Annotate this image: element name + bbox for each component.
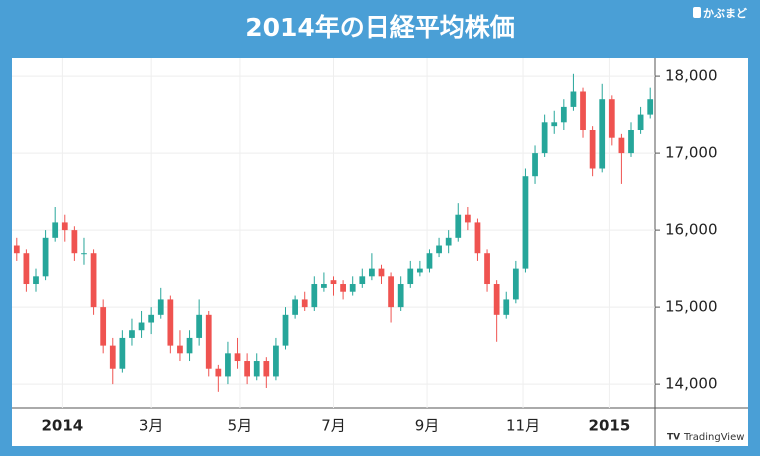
candle-body — [541, 122, 548, 154]
candle-body — [589, 130, 596, 169]
candle-body — [416, 268, 423, 273]
candle-body — [436, 245, 442, 254]
source-icon: TV — [667, 433, 680, 443]
candle-body — [580, 91, 586, 131]
candle-body — [311, 284, 318, 308]
candle-body — [349, 284, 356, 292]
candle-body — [253, 361, 260, 377]
candle-body — [33, 276, 39, 285]
x-tick-label: 3月 — [139, 417, 164, 435]
candle-body — [551, 122, 558, 127]
candle-body — [388, 276, 394, 308]
candle-body — [407, 268, 414, 285]
candle-body — [157, 299, 164, 315]
candle-body — [512, 268, 519, 300]
candle-body — [426, 253, 433, 269]
candle-body — [618, 137, 625, 154]
candle-body — [369, 268, 375, 277]
candle-body — [560, 106, 567, 123]
candle-body — [608, 99, 615, 138]
y-tick-label: 15,000 — [665, 298, 718, 316]
candle-body — [474, 222, 481, 254]
grid — [12, 58, 660, 408]
candle-body — [522, 176, 529, 269]
panel — [12, 58, 748, 446]
candle-body — [455, 214, 462, 238]
candle-body — [378, 268, 385, 277]
tick-labels: 14,000 15,000 16,000 17,000 18,000 2014 3月 5月 7月… — [42, 67, 718, 435]
candle-body — [484, 253, 490, 285]
candle-body — [301, 299, 308, 308]
candle-body — [61, 222, 68, 231]
candle-body — [138, 322, 145, 331]
candle-body — [13, 245, 20, 254]
candle-body — [234, 353, 241, 362]
candle-body — [493, 284, 500, 315]
candle-body — [71, 230, 78, 254]
candle-body — [273, 345, 279, 377]
candle-body — [205, 314, 212, 369]
candle-body — [282, 314, 289, 346]
candle-body — [52, 222, 59, 238]
candle-body — [177, 345, 183, 354]
candle-body — [196, 314, 203, 338]
candle-body — [359, 276, 366, 285]
candle-body — [637, 114, 644, 131]
candle-body — [340, 284, 346, 292]
candle-body — [186, 337, 193, 354]
candle-body — [570, 91, 577, 107]
candle-body — [119, 337, 126, 369]
y-tick-label: 16,000 — [665, 221, 718, 239]
candle-body — [330, 280, 337, 285]
chart-title: 2014年の日経平均株価 — [245, 13, 515, 42]
candle-body — [263, 361, 270, 377]
x-tick-label: 2014 — [42, 417, 84, 435]
y-tick-label: 18,000 — [665, 67, 718, 85]
x-tick-label: 5月 — [228, 417, 253, 435]
candle-body — [628, 130, 634, 154]
candle-body — [647, 99, 654, 115]
candle-body — [90, 253, 97, 308]
candle-body — [244, 361, 251, 377]
candle-body — [292, 299, 298, 315]
logo-icon — [693, 7, 701, 18]
candles — [13, 73, 654, 392]
candle-body — [23, 253, 30, 285]
candle-body — [503, 299, 510, 315]
candle-body — [532, 153, 538, 177]
candle-body — [225, 353, 231, 377]
source-logo: TradingView — [683, 432, 744, 443]
candle-body — [81, 253, 87, 255]
candle-body — [148, 314, 155, 323]
candle-body — [100, 307, 107, 346]
candle-body — [109, 345, 116, 369]
candle-body — [42, 237, 49, 277]
x-tick-label: 2015 — [589, 417, 631, 435]
y-tick-label: 14,000 — [665, 375, 718, 393]
candle-body — [167, 299, 174, 346]
candle-body — [129, 330, 135, 338]
candle-body — [464, 214, 471, 223]
candle-body — [445, 237, 452, 246]
candle-body — [321, 284, 327, 288]
x-tick-label: 11月 — [506, 417, 540, 435]
x-tick-label: 7月 — [321, 417, 346, 435]
x-tick-label: 9月 — [415, 417, 440, 435]
candle-body — [397, 284, 404, 308]
y-tick-label: 17,000 — [665, 144, 718, 162]
candle-body — [215, 368, 222, 377]
candle-body — [599, 99, 606, 169]
site-logo: かぶまど — [703, 7, 747, 20]
